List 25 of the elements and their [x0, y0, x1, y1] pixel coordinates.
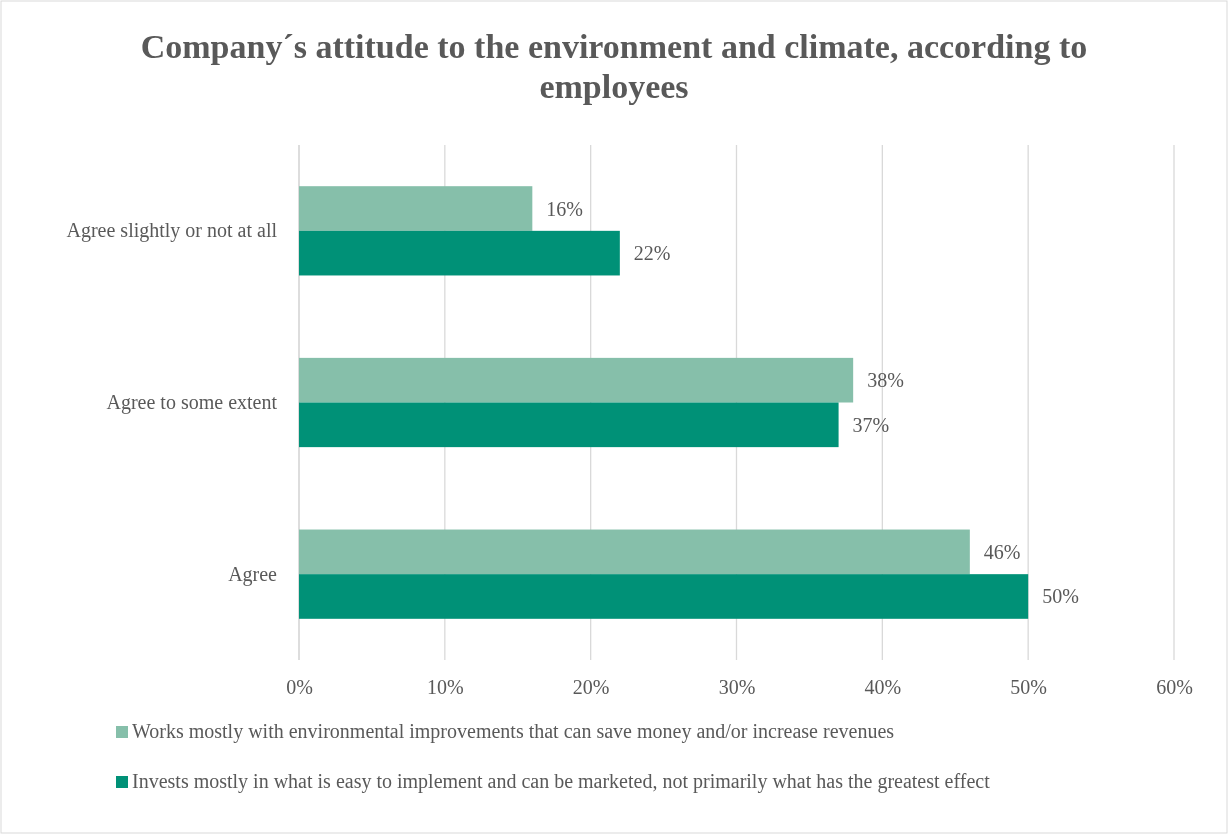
bar: [299, 357, 854, 403]
data-label: 46%: [983, 540, 1021, 563]
y-tick-label: Agree: [228, 562, 278, 586]
x-tick-label: 20%: [572, 676, 610, 699]
chart-title: Company´s attitude to the environment and climate, according to employees: [140, 28, 1088, 105]
bar: [299, 230, 620, 276]
data-label: 16%: [546, 197, 584, 220]
data-label: 38%: [867, 369, 904, 392]
data-label: 37%: [852, 413, 890, 436]
data-label: 22%: [633, 242, 671, 265]
bar: [299, 529, 970, 575]
y-tick-label: Agree slightly or not at all: [66, 219, 278, 243]
legend-label: Invests mostly in what is easy to implement and can be marketed, not primarily what has the greatest effect: [132, 770, 991, 793]
legend-label: Works mostly with environmental improvements that can save money and/or increase revenues: [132, 720, 895, 743]
y-tick-label: Agree to some extent: [106, 390, 278, 414]
x-tick-label: 0%: [286, 676, 313, 699]
bar: [299, 402, 839, 448]
x-tick-label: 40%: [864, 676, 902, 699]
bar: [299, 186, 533, 231]
x-tick-label: 10%: [427, 676, 464, 699]
bar: [299, 574, 1029, 619]
data-label: 50%: [1042, 585, 1079, 608]
x-tick-label: 30%: [718, 676, 756, 699]
x-tick-label: 50%: [1010, 676, 1047, 699]
x-tick-label: 60%: [1156, 676, 1193, 699]
